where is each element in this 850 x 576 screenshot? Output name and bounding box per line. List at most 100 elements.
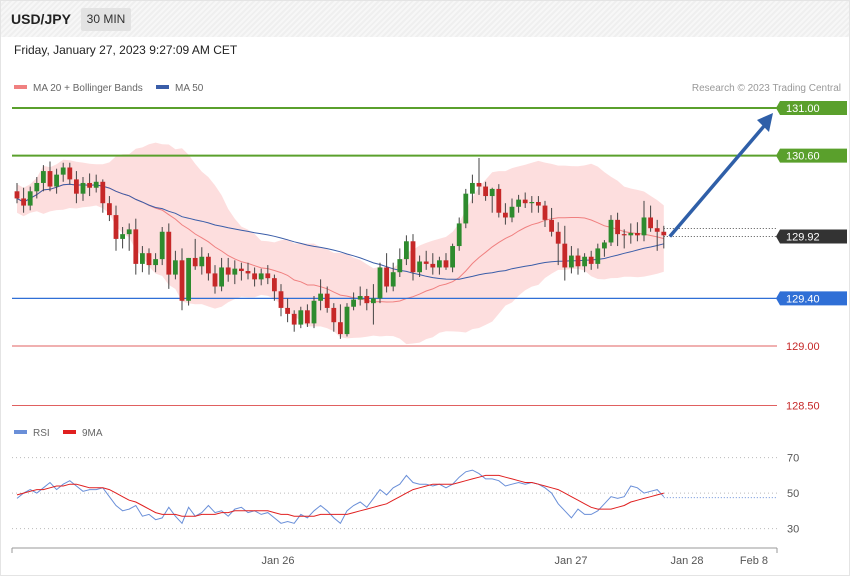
candle-body: [635, 232, 640, 236]
candle: [641, 200, 647, 242]
candle-body: [410, 241, 416, 273]
candle-body: [390, 272, 396, 287]
candle: [377, 262, 383, 304]
ma20-legend-label: MA 20 + Bollinger Bands: [33, 83, 143, 94]
candle-body: [503, 212, 508, 218]
candle-body: [602, 242, 607, 249]
candle: [80, 177, 86, 201]
candle: [318, 279, 323, 311]
candle-body: [298, 310, 304, 325]
candle: [423, 250, 429, 270]
candle: [364, 288, 370, 311]
candle: [159, 227, 165, 266]
candle: [153, 253, 158, 273]
candle: [509, 198, 515, 223]
candle: [285, 298, 290, 323]
candle-body: [258, 273, 264, 280]
ma50-legend-label: MA 50: [175, 83, 204, 94]
candle: [21, 187, 26, 213]
candle: [225, 257, 231, 282]
level-label-128.50: 128.50: [786, 401, 820, 413]
candle: [463, 188, 469, 229]
candle-body: [140, 253, 145, 264]
candle: [245, 262, 251, 280]
forecast-arrow-shaft: [668, 123, 767, 238]
level-label-129.00: 129.00: [786, 341, 820, 353]
candle: [476, 157, 482, 195]
candle-body: [621, 234, 627, 236]
timeframe-button[interactable]: 30 MIN: [81, 8, 131, 31]
candle: [536, 196, 541, 213]
candle: [417, 255, 422, 277]
candle: [133, 218, 139, 275]
candle-body: [80, 182, 86, 194]
candle: [232, 260, 238, 285]
candle-body: [113, 215, 119, 239]
level-tag-129.92: [776, 229, 847, 244]
candle: [331, 303, 337, 332]
candle: [179, 248, 185, 311]
ma50-line: [16, 183, 664, 280]
rsi-line: [16, 469, 665, 525]
candle: [437, 256, 442, 275]
candle: [338, 304, 343, 339]
copyright-text: Research © 2023 Trading Central: [692, 83, 841, 94]
price-legend: MA 20 + Bollinger Bands MA 50 Research ©…: [14, 83, 841, 94]
candle-body: [364, 296, 370, 304]
candle: [199, 247, 205, 275]
candle: [206, 253, 211, 281]
candle: [166, 223, 172, 289]
candle-body: [443, 260, 449, 268]
candle: [324, 286, 330, 313]
level-tag-130.60: [776, 148, 847, 163]
candle-body: [608, 219, 614, 243]
candle-body: [489, 188, 495, 197]
candle: [489, 187, 495, 213]
candle-body: [252, 273, 257, 280]
candle: [120, 227, 125, 249]
candle-body: [159, 231, 165, 260]
candle: [140, 246, 145, 273]
candle: [621, 229, 627, 249]
candle-body: [265, 273, 271, 279]
candle: [186, 257, 191, 306]
candle: [410, 234, 416, 281]
candle-body: [305, 310, 310, 324]
candle-body: [67, 167, 73, 180]
forecast-arrow-head: [757, 112, 773, 132]
candle: [575, 248, 581, 275]
candle-body: [536, 202, 541, 206]
timestamp: Friday, January 27, 2023 9:27:09 AM CET: [14, 43, 238, 57]
candle: [648, 205, 653, 232]
candle: [93, 174, 99, 193]
candle: [278, 284, 284, 317]
candle: [113, 205, 119, 251]
level-label-129.92: 129.92: [786, 232, 820, 244]
candle: [219, 257, 224, 292]
candle: [47, 161, 53, 192]
candle-body: [384, 267, 389, 287]
candle: [252, 267, 257, 287]
candle: [522, 192, 528, 208]
candle-body: [496, 188, 502, 213]
candle: [602, 240, 607, 257]
candle: [311, 296, 317, 329]
x-tick-label: Jan 28: [670, 555, 703, 567]
candle-body: [377, 267, 383, 299]
rsi-swatch: [14, 430, 27, 434]
rsi-tick-label: 30: [787, 524, 799, 536]
candle-body: [199, 256, 205, 267]
candle-body: [661, 231, 667, 236]
candle: [60, 162, 66, 182]
candle: [588, 250, 594, 270]
candle: [529, 196, 535, 213]
candle-body: [509, 206, 515, 218]
candle-body: [318, 293, 323, 301]
candle-body: [34, 182, 40, 192]
candle-body: [483, 186, 488, 197]
rsi-tick-label: 70: [787, 453, 799, 465]
candle-body: [450, 246, 455, 268]
candle: [562, 225, 568, 281]
candle-body: [575, 255, 581, 267]
candle-body: [232, 268, 238, 275]
